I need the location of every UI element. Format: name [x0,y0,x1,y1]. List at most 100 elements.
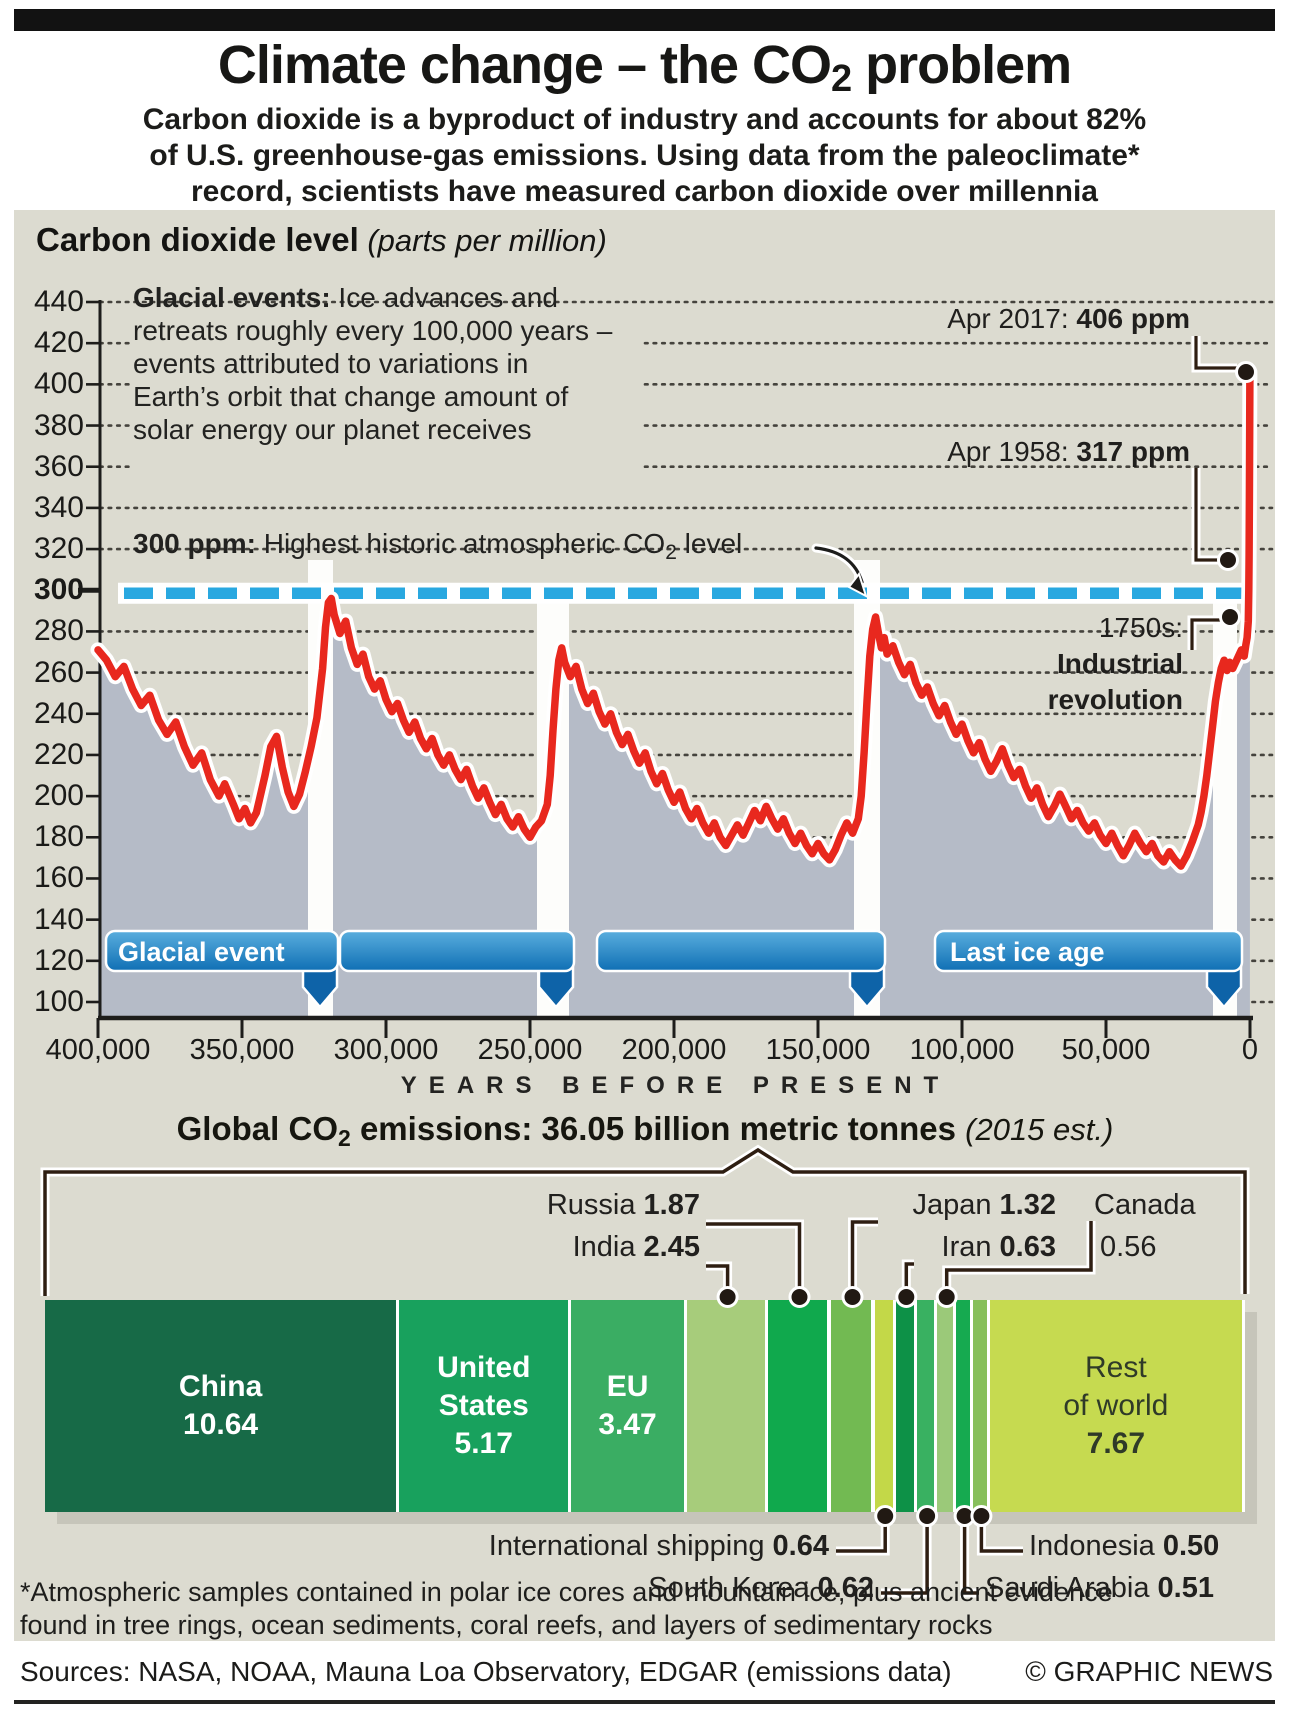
bottom-rule [14,1700,1275,1704]
bar-segment-label: EU 3.47 [571,1300,684,1512]
y-axis-label-380: 380 [33,408,84,442]
300ppm-note-text: Highest historic atmospheric CO [255,528,666,559]
top-black-bar [14,9,1275,31]
x-axis-label-50000: 50,000 [1061,1034,1151,1066]
bar-segment-indonesia [973,1300,987,1512]
page-title: Climate change – the CO2 problem [0,34,1289,101]
x-axis-label-100000: 100,000 [909,1034,1015,1066]
bar-segment-eu: EU 3.47 [571,1300,684,1512]
subtitle-line: of U.S. greenhouse-gas emissions. Using … [149,139,1140,172]
footnote: *Atmospheric samples contained in polar … [20,1576,1113,1642]
callout-name: Indonesia [1029,1530,1163,1562]
glacial-note-line: retreats roughly every 100,000 years – [133,315,613,346]
y-axis-label-240: 240 [33,696,84,730]
callout-name: Russia [546,1189,644,1221]
title-subscript: 2 [831,58,852,100]
300ppm-note-bold: 300 ppm: [133,528,256,559]
y-axis-label-120: 120 [33,943,84,977]
callout-label-canada: 0.56 [1100,1231,1157,1263]
callout-value: 0.50 [1162,1530,1220,1562]
emissions-stacked-bar: China 10.64 United States 5.17 EU 3.47 Rest of w… [45,1300,1245,1512]
emissions-heading-note: (2015 est.) [965,1112,1114,1147]
callout-label-indonesia: Indonesia 0.50 [1029,1530,1219,1563]
bar-segment-international-shipping [874,1300,893,1512]
bar-label-line: Rest [1084,1351,1147,1384]
x-axis-label-150000: 150,000 [765,1034,871,1066]
co2-subscript: 2 [337,1125,351,1151]
y-axis-label-180: 180 [33,820,84,854]
annotation-value: 317 ppm [1076,436,1190,467]
callout-label-international-shipping: International shipping 0.64 [489,1530,829,1563]
y-axis-label-400: 400 [33,367,84,401]
bar-segment-canada [937,1300,953,1512]
annotation-industrial-revolution: 1750s: Industrial revolution [1048,610,1183,718]
bar-segment-iran [895,1300,914,1512]
bar-segment-label: United States 5.17 [399,1300,568,1512]
callout-name: Iran [941,1231,1000,1263]
callout-label-iran: Iran 0.63 [942,1231,1056,1264]
y-axis-label-440: 440 [33,285,84,318]
y-axis-label-320: 320 [33,532,84,566]
annotation-label: Apr 2017: [947,303,1077,334]
300ppm-note: 300 ppm: Highest historic atmospheric CO… [133,527,742,569]
glacial-note-line: events attributed to variations in [133,348,529,379]
bar-segment-saudi-arabia [956,1300,971,1512]
bar-segment-japan [830,1300,872,1512]
callout-name: Saudi Arabia [985,1572,1158,1604]
bar-segment-united-states: United States 5.17 [399,1300,569,1512]
callout-value: 0.63 [999,1231,1056,1263]
callout-label-india: India 2.45 [573,1231,700,1264]
bar-label-line: China [178,1370,263,1403]
callout-value: 0.62 [817,1572,874,1604]
annotation-revolution: revolution [1047,684,1183,715]
glacial-events-note: Glacial events: Ice advances and retreat… [133,281,612,446]
x-axis-label-200000: 200,000 [621,1034,727,1066]
sources-line: Sources: NASA, NOAA, Mauna Loa Observato… [20,1656,952,1687]
credit-line: © GRAPHIC NEWS [1025,1656,1273,1687]
y-axis-label-420: 420 [33,326,84,360]
bar-segment-rest-of-world: Rest of world 7.67 [989,1300,1242,1512]
bar-label-line: 10.64 [183,1408,259,1441]
x-axis-label-350000: 350,000 [189,1034,295,1066]
y-axis-label-360: 360 [33,449,84,483]
glacial-note-line: Earth’s orbit that change amount of [133,381,569,412]
bar-segment-south-korea [916,1300,935,1512]
bar-label-line: of world [1063,1389,1169,1422]
bar-label-line: 5.17 [454,1427,513,1460]
callout-value: 1.87 [643,1189,700,1221]
y-axis-label-220: 220 [33,737,84,771]
callout-name: International shipping [488,1530,773,1562]
y-axis-label-160: 160 [33,861,84,895]
banner-label-last-ice-age: Last ice age [950,937,1105,967]
chart-heading-note: (parts per million) [358,223,607,258]
bar-segment-india [686,1300,766,1512]
title-text: Climate change – the CO [217,35,832,95]
callout-label-japan: Japan 1.32 [912,1189,1056,1222]
annotation-1750s: 1750s: [1098,612,1183,643]
bar-segment-china: China 10.64 [45,1300,397,1512]
callout-value: 1.32 [999,1189,1056,1221]
callout-name: Japan [912,1189,1000,1221]
banner-label-glacial-event: Glacial event [118,937,285,967]
y-axis-label-200: 200 [33,779,84,813]
x-axis-label-400000: 400,000 [45,1034,151,1066]
bar-label-line: 7.67 [1086,1427,1146,1460]
callout-label-canada: Canada [1094,1189,1196,1221]
subtitle-line: Carbon dioxide is a byproduct of industr… [142,103,1147,136]
x-axis-title: YEARS BEFORE PRESENT [400,1072,951,1099]
callout-label-russia: Russia 1.87 [547,1189,700,1222]
bar-segment-label: Rest of world 7.67 [990,1300,1242,1512]
page-subtitle: Carbon dioxide is a byproduct of industr… [14,102,1275,210]
glacial-note-line: Glacial events: Ice advances and [133,281,612,314]
y-axis-label-100: 100 [33,985,84,1018]
emissions-heading-text: Global CO [176,1110,338,1147]
callout-value: 0.64 [772,1530,829,1562]
glacial-note-line: solar energy our planet receives [133,414,532,445]
300ppm-note-end: level [676,528,743,559]
callout-name: India [572,1231,644,1263]
callout-name: South Korea [648,1572,818,1604]
callout-value: 0.51 [1157,1572,1214,1604]
callout-value: 2.45 [643,1231,700,1263]
bar-label-line: States [438,1389,529,1422]
